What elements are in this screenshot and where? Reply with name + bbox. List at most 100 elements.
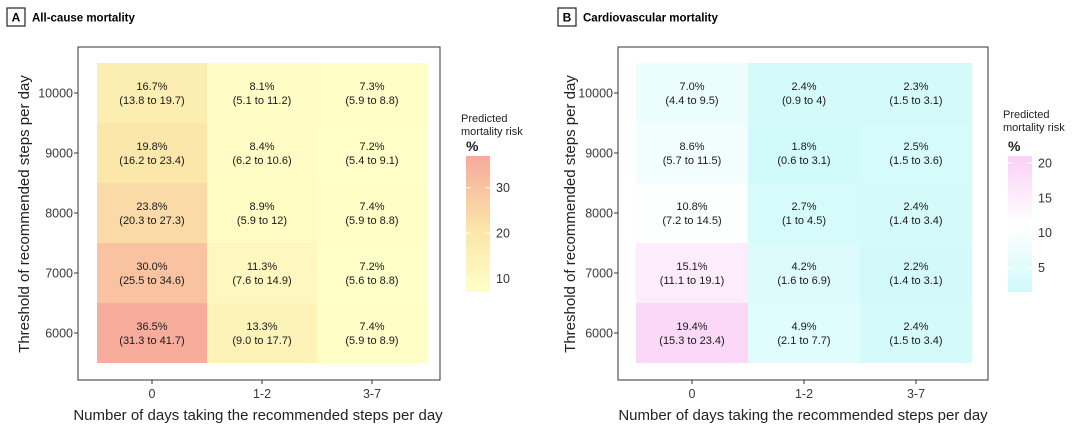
heatmap-cell: 11.3% (7.6 to 14.9): [207, 243, 317, 303]
x-tick-label: 1-2: [253, 387, 271, 401]
cell-ci-label: (5.1 to 11.2): [233, 95, 292, 107]
heatmap-cell-fill: [317, 303, 427, 363]
panel-a-legend-title-line1: Predicted: [461, 113, 507, 125]
panel-a-y-ticks: 10000 9000 8000 7000 6000: [38, 87, 78, 341]
legend-tick-label: 10: [1038, 226, 1052, 240]
panel-b-plot: 7.0% (4.4 to 9.5) 2.4% (0.9 to 4) 2.3% (1.5 t…: [562, 46, 989, 424]
cell-value-label: 2.4%: [791, 81, 816, 93]
panel-b-x-ticks: 0 1-2 3-7: [689, 380, 925, 401]
x-tick-label: 0: [149, 387, 156, 401]
panel-a-legend-colorbar: [466, 156, 490, 292]
cell-ci-label: (5.4 to 9.1): [345, 155, 398, 167]
cell-value-label: 8.6%: [679, 141, 704, 153]
heatmap-cell-fill: [748, 183, 860, 243]
heatmap-cell-fill: [317, 243, 427, 303]
cell-ci-label: (1.5 to 3.1): [889, 95, 942, 107]
heatmap-cell: 10.8% (7.2 to 14.5): [636, 183, 748, 243]
panel-a-label: A: [12, 11, 21, 25]
heatmap-cell: 4.2% (1.6 to 6.9): [748, 243, 860, 303]
heatmap-cell: 23.8% (20.3 to 27.3): [97, 183, 207, 243]
heatmap-cell: 2.4% (1.4 to 3.4): [860, 183, 972, 243]
heatmap-cell: 2.2% (1.4 to 3.1): [860, 243, 972, 303]
y-tick-label: 9000: [45, 147, 73, 161]
y-tick-label: 10000: [578, 87, 613, 101]
x-tick-label: 1-2: [795, 387, 813, 401]
heatmap-cell: 19.4% (15.3 to 23.4): [636, 303, 748, 363]
cell-value-label: 8.4%: [249, 141, 274, 153]
cell-ci-label: (0.6 to 3.1): [777, 155, 830, 167]
heatmap-cell: 2.3% (1.5 to 3.1): [860, 63, 972, 123]
legend-tick-label: 5: [1038, 261, 1045, 275]
cell-value-label: 19.4%: [676, 321, 707, 333]
cell-ci-label: (25.5 to 34.6): [119, 275, 184, 287]
cell-value-label: 30.0%: [136, 261, 167, 273]
heatmap-cell-fill: [748, 123, 860, 183]
cell-ci-label: (5.7 to 11.5): [663, 155, 722, 167]
heatmap-cell-fill: [97, 303, 207, 363]
cell-ci-label: (5.6 to 8.8): [345, 275, 398, 287]
heatmap-cell: 13.3% (9.0 to 17.7): [207, 303, 317, 363]
panel-a-label-box: [6, 7, 26, 27]
legend-tick-label: 20: [496, 227, 510, 241]
cell-value-label: 36.5%: [136, 321, 167, 333]
heatmap-cell: 19.8% (16.2 to 23.4): [97, 123, 207, 183]
cell-value-label: 7.3%: [359, 81, 384, 93]
heatmap-cell-fill: [860, 243, 972, 303]
panel-b-title: Cardiovascular mortality: [583, 13, 718, 25]
panel-b-label: B: [563, 11, 572, 25]
heatmap-cell-fill: [97, 63, 207, 123]
heatmap-cell-fill: [207, 123, 317, 183]
heatmap-cell: 15.1% (11.1 to 19.1): [636, 243, 748, 303]
heatmap-cell: 30.0% (25.5 to 34.6): [97, 243, 207, 303]
heatmap-cell: 2.4% (1.5 to 3.4): [860, 303, 972, 363]
panel-b-header: B Cardiovascular mortality: [557, 7, 718, 27]
cell-ci-label: (0.9 to 4): [782, 95, 826, 107]
y-tick-label: 8000: [45, 207, 73, 221]
cell-ci-label: (20.3 to 27.3): [119, 215, 184, 227]
heatmap-cell: 8.4% (6.2 to 10.6): [207, 123, 317, 183]
x-tick-label: 3-7: [363, 387, 381, 401]
panel-a-y-axis-title: Threshold of recommended steps per day: [16, 75, 33, 353]
cell-value-label: 2.7%: [791, 201, 816, 213]
cell-value-label: 13.3%: [246, 321, 277, 333]
y-tick-label: 9000: [585, 147, 613, 161]
panel-a-title: All-cause mortality: [32, 13, 135, 25]
cell-value-label: 2.4%: [903, 201, 928, 213]
panel-a-x-axis-title: Number of days taking the recommended st…: [73, 407, 443, 424]
heatmap-cell: 7.4% (5.9 to 8.8): [317, 183, 427, 243]
heatmap-cell: 8.1% (5.1 to 11.2): [207, 63, 317, 123]
heatmap-cell-fill: [636, 63, 748, 123]
heatmap-cell: 8.9% (5.9 to 12): [207, 183, 317, 243]
cell-ci-label: (9.0 to 17.7): [232, 335, 291, 347]
heatmap-cell: 7.2% (5.6 to 8.8): [317, 243, 427, 303]
cell-value-label: 7.4%: [359, 201, 384, 213]
y-tick-label: 6000: [585, 327, 613, 341]
cell-value-label: 2.4%: [903, 321, 928, 333]
heatmap-cell-fill: [748, 303, 860, 363]
heatmap-cell-fill: [860, 303, 972, 363]
heatmap-cell-fill: [317, 123, 427, 183]
panel-a-legend-ticks: 10 20 30: [466, 181, 510, 286]
heatmap-cell-fill: [748, 243, 860, 303]
cell-ci-label: (2.1 to 7.7): [777, 335, 830, 347]
cell-ci-label: (5.9 to 8.8): [345, 215, 398, 227]
panel-a-cells: 16.7% (13.8 to 19.7) 8.1% (5.1 to 11.2) 7.3%…: [97, 63, 427, 363]
panel-b-y-axis-title: Threshold of recommended steps per day: [562, 75, 579, 353]
panel-a-x-ticks: 0 1-2 3-7: [149, 380, 381, 401]
y-tick-label: 8000: [585, 207, 613, 221]
cell-ci-label: (13.8 to 19.7): [119, 95, 184, 107]
panel-b-legend-ticks: 5 10 15 20: [1008, 156, 1052, 275]
heatmap-cell-fill: [636, 243, 748, 303]
y-tick-label: 7000: [585, 267, 613, 281]
legend-tick-label: 30: [496, 181, 510, 195]
panel-a-plot: 16.7% (13.8 to 19.7) 8.1% (5.1 to 11.2) 7.3%…: [16, 46, 443, 424]
cell-ci-label: (5.9 to 8.9): [345, 335, 398, 347]
cell-value-label: 7.2%: [359, 141, 384, 153]
panel-b-legend-unit: %: [1008, 138, 1021, 154]
heatmap-cell-fill: [207, 243, 317, 303]
cell-ci-label: (11.1 to 19.1): [660, 275, 725, 287]
heatmap-cell-fill: [207, 183, 317, 243]
cell-ci-label: (7.2 to 14.5): [662, 215, 721, 227]
cell-ci-label: (1.5 to 3.6): [889, 155, 942, 167]
